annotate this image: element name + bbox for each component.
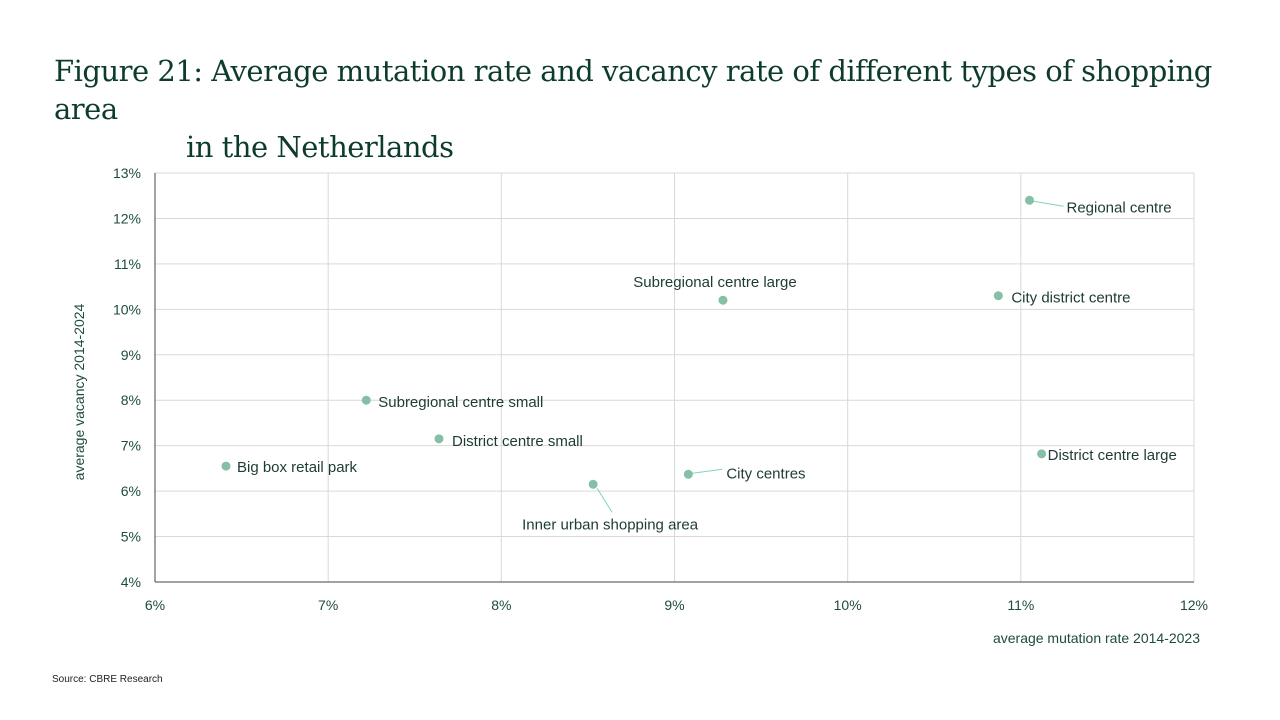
data-point-label: Regional centre <box>1066 199 1171 216</box>
data-point <box>361 395 371 405</box>
leader-line <box>1033 200 1064 207</box>
data-point <box>993 291 1003 301</box>
data-point <box>718 295 728 305</box>
data-point-label: Subregional centre small <box>378 394 543 411</box>
chart-title: Figure 21: Average mutation rate and vac… <box>54 52 1234 166</box>
data-point <box>588 479 598 489</box>
data-point-label: Big box retail park <box>237 459 358 476</box>
data-point-label: City district centre <box>1011 290 1130 307</box>
y-tick-label: 10% <box>113 301 141 317</box>
x-tick-label: 10% <box>834 597 862 613</box>
source-note: Source: CBRE Research <box>52 674 163 685</box>
data-point-label: City centres <box>726 465 805 482</box>
data-point-label: Subregional centre large <box>633 274 796 291</box>
y-tick-label: 12% <box>113 210 141 226</box>
y-tick-label: 9% <box>121 347 141 363</box>
x-tick-label: 8% <box>491 597 511 613</box>
y-tick-label: 5% <box>121 529 141 545</box>
chart-title-line-1: Figure 21: Average mutation rate and vac… <box>54 54 1212 126</box>
y-tick-label: 8% <box>121 392 141 408</box>
data-point <box>434 434 444 444</box>
leader-line <box>596 488 613 513</box>
x-axis-label: average mutation rate 2014-2023 <box>993 630 1200 646</box>
data-point-label: District centre small <box>452 433 583 450</box>
data-point-label: District centre large <box>1048 447 1177 464</box>
y-tick-label: 7% <box>121 438 141 454</box>
data-point <box>1024 195 1034 205</box>
data-point <box>1037 449 1047 459</box>
x-tick-label: 11% <box>1007 597 1034 613</box>
data-point-label: Inner urban shopping area <box>522 516 699 533</box>
chart-title-line-2: in the Netherlands <box>186 130 454 164</box>
x-tick-label: 12% <box>1180 597 1208 613</box>
leader-line <box>692 468 723 474</box>
data-point <box>683 469 693 479</box>
y-tick-label: 11% <box>114 256 141 272</box>
x-tick-label: 6% <box>145 597 165 613</box>
y-tick-label: 4% <box>121 574 141 590</box>
y-tick-label: 6% <box>121 483 141 499</box>
data-point <box>221 461 231 471</box>
y-tick-label: 13% <box>113 165 141 181</box>
x-tick-label: 9% <box>664 597 684 613</box>
y-axis-label: average vacancy 2014-2024 <box>71 303 87 480</box>
x-tick-label: 7% <box>318 597 338 613</box>
